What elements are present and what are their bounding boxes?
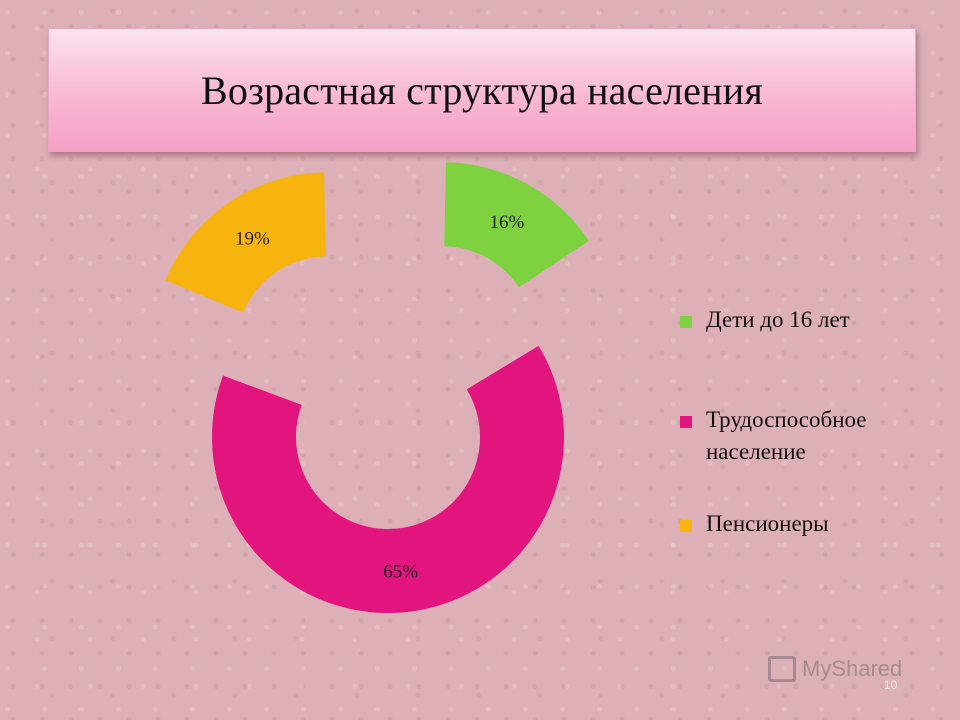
- data-label-pensioners: 19%: [235, 228, 270, 249]
- legend-item-working-age: Трудоспособное население: [680, 404, 920, 468]
- data-label-children: 16%: [489, 212, 524, 233]
- legend-label-children: Дети до 16 лет: [706, 307, 850, 332]
- slice-working-age: [212, 345, 565, 613]
- title-banner: Возрастная структура населения: [48, 28, 916, 152]
- legend-swatch-pensioners: [680, 520, 692, 532]
- legend-swatch-children: [680, 316, 692, 328]
- legend-label-pensioners: Пенсионеры: [706, 511, 829, 536]
- slice-children: [444, 162, 589, 288]
- watermark: MyShared: [768, 656, 902, 682]
- legend-item-pensioners: Пенсионеры: [680, 508, 829, 540]
- legend-item-children: Дети до 16 лет: [680, 304, 850, 336]
- slice-pensioners: [165, 172, 326, 313]
- legend-swatch-working-age: [680, 416, 692, 428]
- data-label-working-age: 65%: [383, 561, 418, 582]
- slide-number: 10: [884, 678, 898, 692]
- presentation-icon: [768, 656, 796, 682]
- legend-label-working-age: Трудоспособное население: [706, 407, 867, 464]
- watermark-text: MyShared: [802, 656, 903, 681]
- slide-title: Возрастная структура населения: [201, 67, 763, 113]
